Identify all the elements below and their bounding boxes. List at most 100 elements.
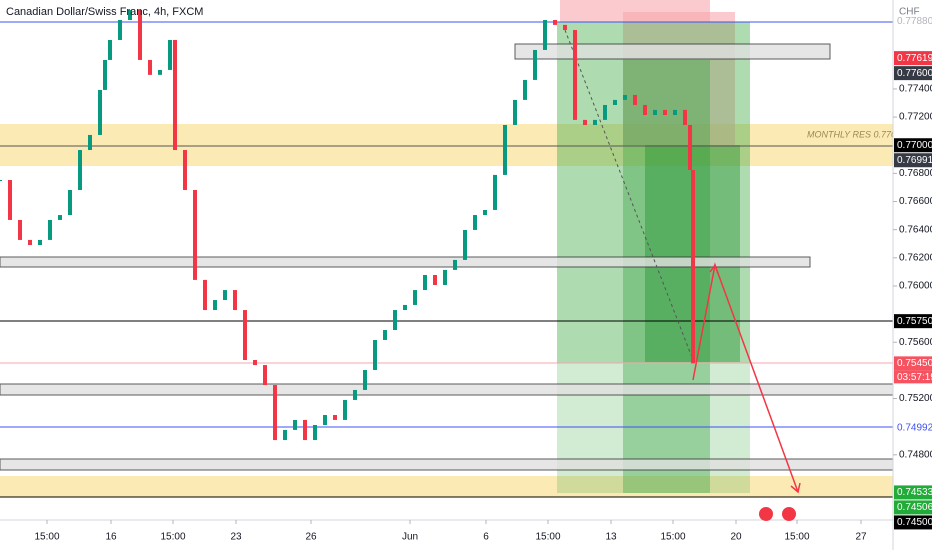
candle (683, 109, 687, 125)
arrow-head (709, 263, 719, 275)
candle (118, 19, 122, 40)
candle (503, 124, 507, 175)
candle (193, 189, 197, 280)
candle (623, 94, 627, 100)
price-axis (893, 0, 932, 550)
countdown: 03:57:19 (897, 372, 932, 383)
price-label-bg (894, 138, 932, 153)
candle (128, 9, 132, 20)
level-box (0, 458, 894, 471)
candle (148, 59, 152, 75)
support-zone (0, 476, 893, 497)
candle (613, 99, 617, 105)
level-box (514, 43, 831, 60)
chart-title: Canadian Dollar/Swiss Franc, 4h, FXCM (6, 6, 203, 18)
candle (333, 415, 337, 420)
candle (68, 189, 72, 216)
candle (433, 274, 437, 285)
candle (473, 215, 477, 230)
candle (383, 330, 387, 341)
price-label: 0.74533 (897, 487, 932, 498)
price-label: 0.74500 (897, 517, 932, 528)
candle (48, 219, 52, 240)
candle (373, 340, 377, 370)
candle (653, 109, 657, 115)
x-tick-label: 15:00 (34, 532, 59, 543)
y-tick-label: 0.75600 (899, 337, 932, 348)
alert-icon[interactable] (759, 507, 773, 521)
x-tick-label: 15:00 (784, 532, 809, 543)
candle (688, 124, 692, 171)
candle (673, 109, 677, 115)
x-tick-label: 6 (483, 532, 489, 543)
candle (233, 290, 237, 311)
candle (353, 389, 357, 400)
candle (633, 94, 637, 105)
stop-zone (623, 12, 735, 145)
x-tick-label: 27 (855, 532, 867, 543)
candle (253, 359, 257, 366)
candle (108, 39, 112, 60)
price-label-bg (894, 485, 932, 500)
y-tick-label: 0.76000 (899, 281, 932, 292)
price-label: 0.77600 (897, 68, 932, 79)
candle (553, 19, 557, 25)
level-box (0, 256, 811, 268)
currency: CHF (899, 7, 920, 18)
candle (263, 365, 267, 386)
candle (363, 369, 367, 390)
candle (0, 179, 2, 181)
candle (78, 150, 82, 190)
resistance-zone (0, 124, 893, 166)
x-tick-label: 20 (730, 532, 742, 543)
candle (463, 229, 467, 260)
price-label: 0.75750 (897, 316, 932, 327)
y-tick-label: 0.74800 (899, 449, 932, 460)
candle (493, 174, 497, 210)
candle (413, 290, 417, 305)
price-label-bg (894, 314, 932, 329)
candle (313, 425, 317, 441)
y-tick-label: 0.76800 (899, 168, 932, 179)
candles (0, 9, 695, 441)
price-label-bg (894, 14, 932, 29)
candle (303, 419, 307, 441)
price-label-bg (894, 356, 932, 371)
candle (158, 69, 162, 75)
price-label-bg (894, 153, 932, 168)
candle (523, 79, 527, 100)
dashed-path (564, 29, 694, 361)
candle (643, 104, 647, 115)
x-tick-label: 15:00 (535, 532, 560, 543)
price-label-bg (894, 515, 932, 530)
time-axis (0, 520, 893, 550)
x-tick-label: 13 (605, 532, 617, 543)
target-zone (623, 60, 710, 493)
alert-icon[interactable] (782, 507, 796, 521)
price-label: 0.75450 (897, 358, 932, 369)
candle (173, 39, 177, 151)
x-tick-label: 15:00 (160, 532, 185, 543)
candle (323, 415, 327, 426)
y-tick-label: 0.76400 (899, 224, 932, 235)
x-tick-label: Jun (402, 532, 418, 543)
price-label: 0.74506 (897, 502, 932, 513)
candle (168, 39, 172, 70)
candle (203, 279, 207, 311)
candle (38, 239, 42, 246)
price-label-bg (894, 500, 932, 515)
price-label-bg (894, 420, 932, 435)
price-label-bg (894, 66, 932, 81)
candle (243, 310, 247, 360)
candle (453, 259, 457, 270)
candle (183, 150, 187, 190)
x-tick-label: 15:00 (660, 532, 685, 543)
candle (88, 134, 92, 151)
price-label: 0.76991 (897, 155, 932, 166)
candle (443, 269, 447, 285)
annotation: MONTHLY RES 0.77000 (807, 129, 906, 139)
candle (543, 19, 547, 50)
candle (283, 429, 287, 441)
